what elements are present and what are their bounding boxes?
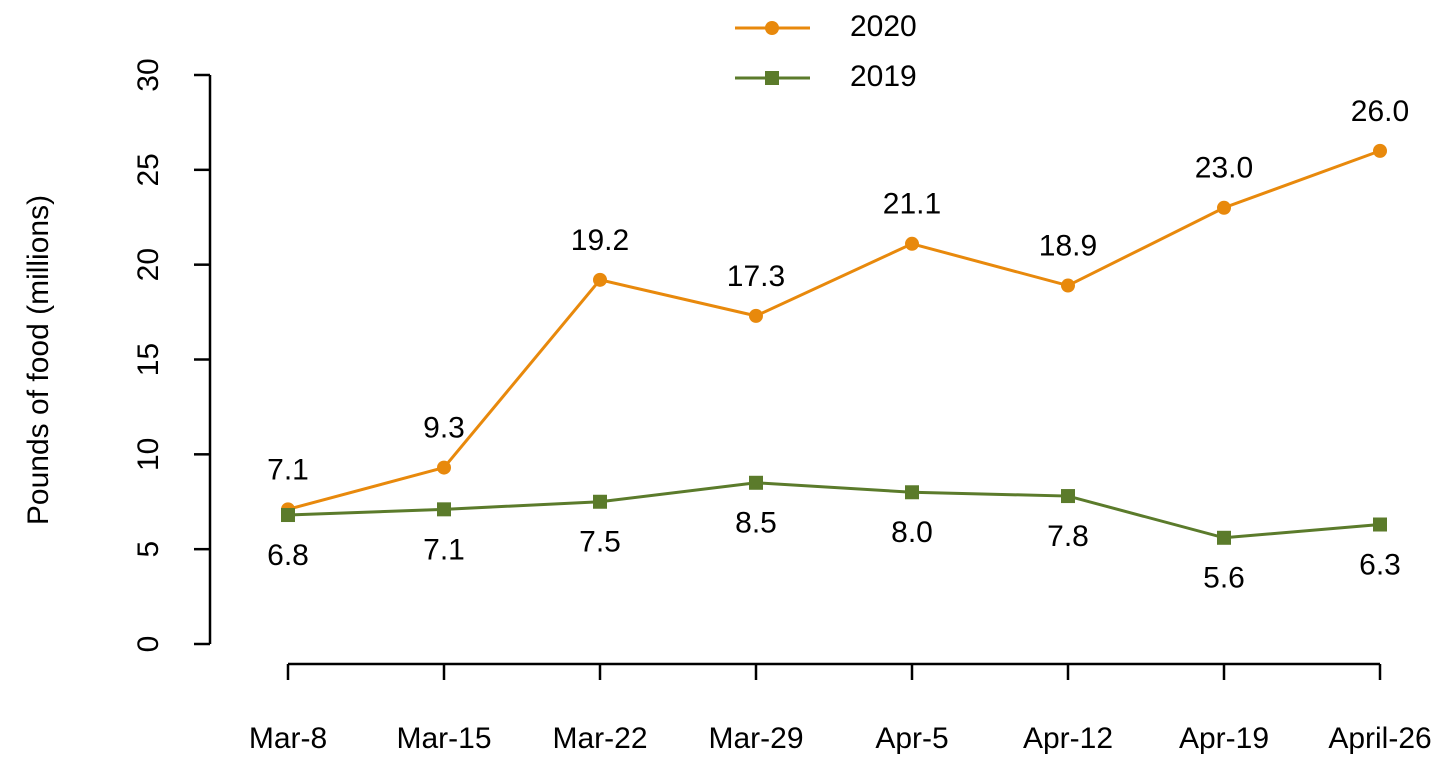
data-label: 6.3 [1359, 548, 1401, 581]
data-label: 19.2 [571, 224, 629, 257]
point [1061, 489, 1075, 504]
x-tick-label: Mar-29 [708, 722, 803, 755]
data-label: 26.0 [1351, 95, 1409, 128]
y-tick-label: 10 [132, 438, 165, 471]
x-tick-label: Mar-8 [249, 722, 327, 755]
series-line [287, 149, 1381, 511]
point [905, 236, 919, 251]
y-tick-label: 0 [132, 636, 165, 653]
series-line [287, 481, 1381, 540]
point [1373, 517, 1387, 532]
data-label: 21.1 [883, 188, 941, 221]
point [281, 508, 295, 523]
y-tick-label: 15 [132, 343, 165, 376]
data-label: 23.0 [1195, 152, 1253, 185]
y-tick-label: 30 [132, 58, 165, 91]
data-label: 18.9 [1039, 229, 1097, 262]
x-tick-label: Apr-12 [1023, 722, 1113, 755]
point [749, 475, 763, 490]
x-tick-label: Apr-5 [875, 722, 948, 755]
data-label: 7.1 [267, 453, 309, 486]
data-label: 9.3 [423, 412, 465, 445]
point [1217, 530, 1231, 545]
point [765, 21, 779, 35]
point [1217, 200, 1231, 215]
y-tick-label: 5 [132, 541, 165, 558]
legend-label: 2020 [850, 10, 917, 43]
y-axis-title: Pounds of food (millions) [22, 195, 55, 525]
x-tick-label: April-26 [1328, 722, 1431, 755]
y-tick-label: 20 [132, 248, 165, 281]
data-label: 7.8 [1047, 520, 1089, 553]
point [905, 485, 919, 500]
data-label: 7.1 [423, 533, 465, 566]
x-tick-label: Mar-22 [552, 722, 647, 755]
data-label: 7.5 [579, 526, 621, 559]
point [749, 308, 763, 323]
point [1061, 278, 1075, 293]
point [593, 272, 607, 287]
y-tick-label: 25 [132, 153, 165, 186]
legend-label: 2019 [850, 60, 917, 93]
data-label: 6.8 [267, 539, 309, 572]
point [437, 460, 451, 475]
point [765, 71, 779, 85]
x-tick-label: Mar-15 [396, 722, 491, 755]
x-tick-label: Apr-19 [1179, 722, 1269, 755]
point [1373, 143, 1387, 158]
data-label: 5.6 [1203, 562, 1245, 595]
data-label: 8.0 [891, 516, 933, 549]
data-label: 8.5 [735, 507, 777, 540]
point [437, 502, 451, 517]
point [593, 494, 607, 509]
data-label: 17.3 [727, 260, 785, 293]
